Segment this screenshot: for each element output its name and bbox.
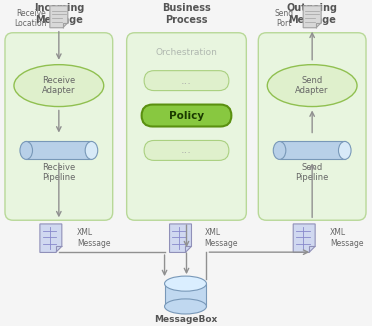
- Ellipse shape: [20, 141, 32, 159]
- Text: Send
Adapter: Send Adapter: [295, 76, 329, 95]
- Text: Incoming
Message: Incoming Message: [33, 3, 84, 24]
- Text: ...: ...: [181, 145, 192, 156]
- Text: Orchestration: Orchestration: [155, 48, 218, 57]
- Ellipse shape: [339, 141, 351, 159]
- Text: Send
Port: Send Port: [275, 9, 294, 28]
- Text: Business
Process: Business Process: [162, 3, 211, 24]
- Bar: [279, 141, 345, 159]
- Ellipse shape: [164, 276, 206, 291]
- Text: XML
Message: XML Message: [330, 229, 363, 248]
- Text: XML
Message: XML Message: [77, 229, 110, 248]
- Polygon shape: [293, 224, 315, 252]
- Bar: [164, 284, 206, 306]
- FancyBboxPatch shape: [5, 33, 113, 220]
- Ellipse shape: [273, 141, 286, 159]
- Text: Receive
Pipeline: Receive Pipeline: [42, 163, 76, 182]
- FancyBboxPatch shape: [258, 33, 366, 220]
- Ellipse shape: [14, 65, 104, 107]
- FancyBboxPatch shape: [126, 33, 246, 220]
- FancyBboxPatch shape: [142, 105, 231, 126]
- Text: Receive
Adapter: Receive Adapter: [42, 76, 76, 95]
- Polygon shape: [170, 224, 192, 252]
- Text: Send
Pipeline: Send Pipeline: [295, 163, 329, 182]
- Ellipse shape: [267, 65, 357, 107]
- Bar: [26, 141, 92, 159]
- Polygon shape: [50, 6, 68, 28]
- Polygon shape: [303, 6, 321, 28]
- Text: MessageBox: MessageBox: [154, 316, 217, 324]
- FancyBboxPatch shape: [144, 141, 229, 160]
- Text: Outgoing
Message: Outgoing Message: [287, 3, 338, 24]
- FancyBboxPatch shape: [144, 71, 229, 91]
- Text: XML
Message: XML Message: [205, 229, 238, 248]
- Text: Receive
Location: Receive Location: [15, 9, 47, 28]
- Ellipse shape: [85, 141, 98, 159]
- Text: Policy: Policy: [169, 111, 204, 121]
- Ellipse shape: [164, 299, 206, 314]
- Polygon shape: [40, 224, 62, 252]
- Text: ...: ...: [181, 76, 192, 86]
